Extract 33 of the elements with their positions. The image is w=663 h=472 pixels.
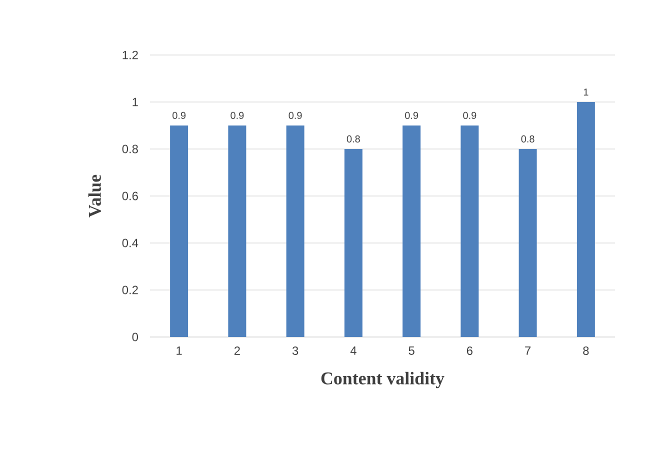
x-tick-label: 6 (466, 346, 472, 355)
bar (576, 102, 595, 337)
data-label: 0.9 (463, 112, 476, 119)
x-tick-label: 1 (176, 346, 182, 355)
bar (228, 125, 246, 337)
x-tick-label: 7 (525, 346, 531, 355)
data-label: 0.9 (230, 112, 244, 119)
y-tick-label: 0 (132, 332, 138, 342)
y-tick-label: 0.4 (122, 238, 138, 248)
x-axis-title: Content validity (321, 372, 444, 388)
data-label: 0.8 (346, 135, 360, 142)
x-tick-label: 2 (234, 346, 240, 355)
data-label: 0.9 (288, 112, 302, 119)
x-tick-label: 4 (350, 346, 356, 355)
data-label: 0.8 (521, 135, 534, 142)
y-tick-label: 1 (132, 98, 138, 106)
bar (402, 125, 421, 337)
data-label: 0.9 (405, 112, 418, 119)
y-tick-label: 1.2 (122, 50, 138, 60)
x-tick-label: 3 (292, 346, 298, 355)
y-tick-label: 0.2 (122, 286, 138, 294)
bar (344, 148, 362, 337)
bar (460, 125, 479, 337)
bar (286, 125, 304, 337)
data-label: 0.9 (172, 112, 186, 119)
bar (518, 148, 537, 337)
x-tick-label: 8 (583, 346, 589, 355)
data-label: 1 (584, 88, 588, 96)
x-tick-label: 5 (408, 346, 414, 355)
y-tick-label: 0.6 (122, 192, 138, 200)
bar (170, 125, 188, 337)
y-axis-title: Value (88, 174, 102, 218)
y-tick-label: 0.8 (122, 144, 138, 154)
